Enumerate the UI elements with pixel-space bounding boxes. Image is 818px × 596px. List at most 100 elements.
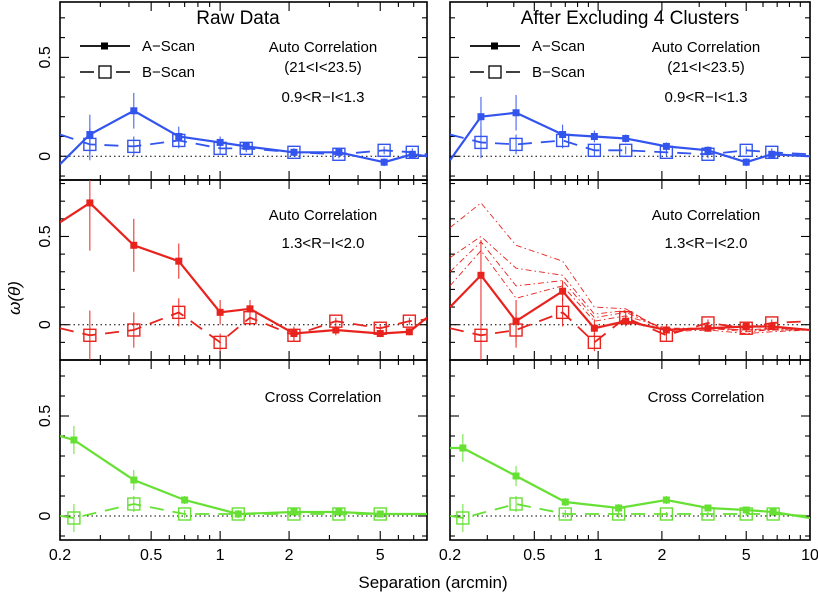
y-tick-label: 0 <box>37 511 54 520</box>
b-scan-point <box>127 139 141 154</box>
panel-frame-bottom-left <box>59 359 428 541</box>
b-scan-point <box>83 328 97 342</box>
b-scan-point <box>619 310 633 325</box>
panel-data-bottom-right <box>450 434 810 532</box>
panel-data-middle-left <box>60 180 427 360</box>
x-tick-label: 5 <box>376 547 385 564</box>
column-title-left: Raw Data <box>196 8 280 29</box>
panel-annotation: Auto Correlation <box>269 39 377 56</box>
panel-frames <box>59 1 811 541</box>
legend-b-label: B−Scan <box>532 64 585 81</box>
b-scan-point <box>67 511 81 525</box>
panel-data-bottom-left <box>60 426 427 532</box>
panel-annotation: (21<I<23.5) <box>667 59 745 76</box>
x-axis-label: Separation (arcmin) <box>358 573 507 592</box>
a-scan-point <box>246 305 254 313</box>
b-scan-point <box>332 507 346 521</box>
b-scan-point <box>213 141 227 156</box>
panel-annotation: Auto Correlation <box>652 39 760 56</box>
y-tick-label: 0.5 <box>37 405 54 427</box>
a-scan-point <box>742 506 750 514</box>
x-tick-label: 2 <box>285 547 294 564</box>
a-scan-point <box>130 476 138 484</box>
b-scan-point <box>587 335 602 350</box>
b-scan-point <box>332 147 346 161</box>
b-scan-point <box>373 321 387 335</box>
legend-a-label: A−Scan <box>532 38 585 55</box>
panel-data-top-left <box>60 92 427 167</box>
b-scan-point <box>287 507 301 521</box>
panel-annotation: Cross Correlation <box>648 389 765 406</box>
a-scan-point <box>86 199 94 207</box>
y-tick-label: 0.5 <box>37 46 54 68</box>
b-scan-point <box>555 305 570 320</box>
b-scan-point <box>405 145 419 160</box>
b-scan-point <box>474 328 488 342</box>
legend-a-marker <box>491 42 498 50</box>
b-scan-point <box>765 316 779 330</box>
a-scan-line <box>450 273 810 332</box>
panel-annotation: 0.9<R−I<1.3 <box>282 89 365 106</box>
b-scan-point <box>243 310 257 325</box>
b-scan-point <box>701 507 715 521</box>
b-scan-point <box>402 314 417 328</box>
b-scan-point <box>474 135 488 150</box>
a-scan-line <box>450 446 810 520</box>
b-scan-point <box>701 147 715 161</box>
b-scan-point <box>172 133 186 148</box>
a-scan-point <box>175 257 183 265</box>
b-scan-line <box>450 133 810 156</box>
b-scan-point <box>239 141 253 156</box>
x-tick-label: 0.5 <box>523 547 545 564</box>
x-tick-label: 5 <box>742 547 751 564</box>
b-scan-point <box>619 143 633 158</box>
b-scan-point <box>739 321 753 335</box>
x-tick-label: 0.2 <box>49 547 71 564</box>
legend-b-marker <box>488 65 502 79</box>
b-scan-point <box>555 133 570 148</box>
legend-a-marker <box>101 42 108 50</box>
a-scan-point <box>590 324 598 332</box>
panel-data-middle-right <box>450 202 810 360</box>
individual-cluster-curve <box>450 249 810 331</box>
panel-annotation: 1.3<R−I<2.0 <box>665 235 748 252</box>
panel-annotation: Auto Correlation <box>652 207 760 224</box>
x-tick-label: 2 <box>657 547 666 564</box>
b-scan-point <box>456 511 470 525</box>
a-scan-point <box>405 328 413 336</box>
b-scan-line <box>450 503 810 519</box>
a-scan-point <box>512 472 520 480</box>
column-title-right: After Excluding 4 Clusters <box>521 8 740 29</box>
b-scan-point <box>509 323 523 337</box>
a-scan-point <box>662 496 670 504</box>
a-scan-point <box>380 158 388 166</box>
b-scan-point <box>509 137 523 152</box>
b-scan-point <box>701 316 715 330</box>
b-scan-point <box>587 143 602 158</box>
a-scan-point <box>477 271 485 279</box>
b-scan-point <box>659 145 674 160</box>
b-scan-point <box>739 143 753 158</box>
a-scan-point <box>561 498 569 506</box>
b-scan-point <box>172 305 186 320</box>
a-scan-point <box>512 109 520 117</box>
panel-frame-bottom-right <box>449 359 811 541</box>
b-scan-point <box>558 507 572 521</box>
a-scan-point <box>742 158 750 166</box>
individual-cluster-curve <box>450 235 810 333</box>
panel-annotation: Auto Correlation <box>269 207 377 224</box>
b-scan-point <box>127 323 141 337</box>
a-scan-point <box>216 308 224 316</box>
y-tick-label: 0.5 <box>37 225 54 247</box>
a-scan-point <box>130 107 138 115</box>
b-scan-point <box>766 507 780 521</box>
b-scan-point <box>611 507 626 521</box>
b-scan-point <box>509 497 523 511</box>
x-tick-label: 10 <box>801 547 818 564</box>
a-scan-point <box>70 436 78 444</box>
a-scan-point <box>590 132 598 140</box>
a-scan-point <box>130 241 138 249</box>
b-scan-line <box>450 311 810 344</box>
b-scan-point <box>83 137 97 152</box>
